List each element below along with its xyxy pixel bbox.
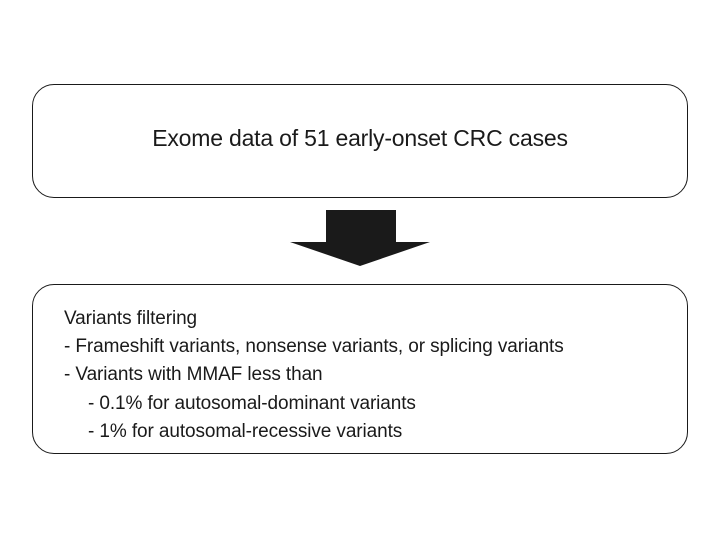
down-arrow-shape (290, 210, 430, 266)
filtering-criteria-box: Variants filtering - Frameshift variants… (32, 284, 688, 454)
filter-subcriterion-recessive: - 1% for autosomal-recessive variants (88, 420, 403, 442)
filter-criterion-variant-types: - Frameshift variants, nonsense variants… (64, 336, 564, 358)
input-data-box: Exome data of 51 early-onset CRC cases (32, 84, 688, 198)
filtering-heading: Variants filtering (64, 308, 198, 329)
filter-criterion-mmaf: - Variants with MMAF less than (64, 364, 323, 386)
filter-subcriterion-dominant: - 0.1% for autosomal-dominant variants (88, 392, 416, 414)
input-data-label: Exome data of 51 early-onset CRC cases (152, 124, 568, 151)
down-arrow-icon (290, 210, 430, 266)
